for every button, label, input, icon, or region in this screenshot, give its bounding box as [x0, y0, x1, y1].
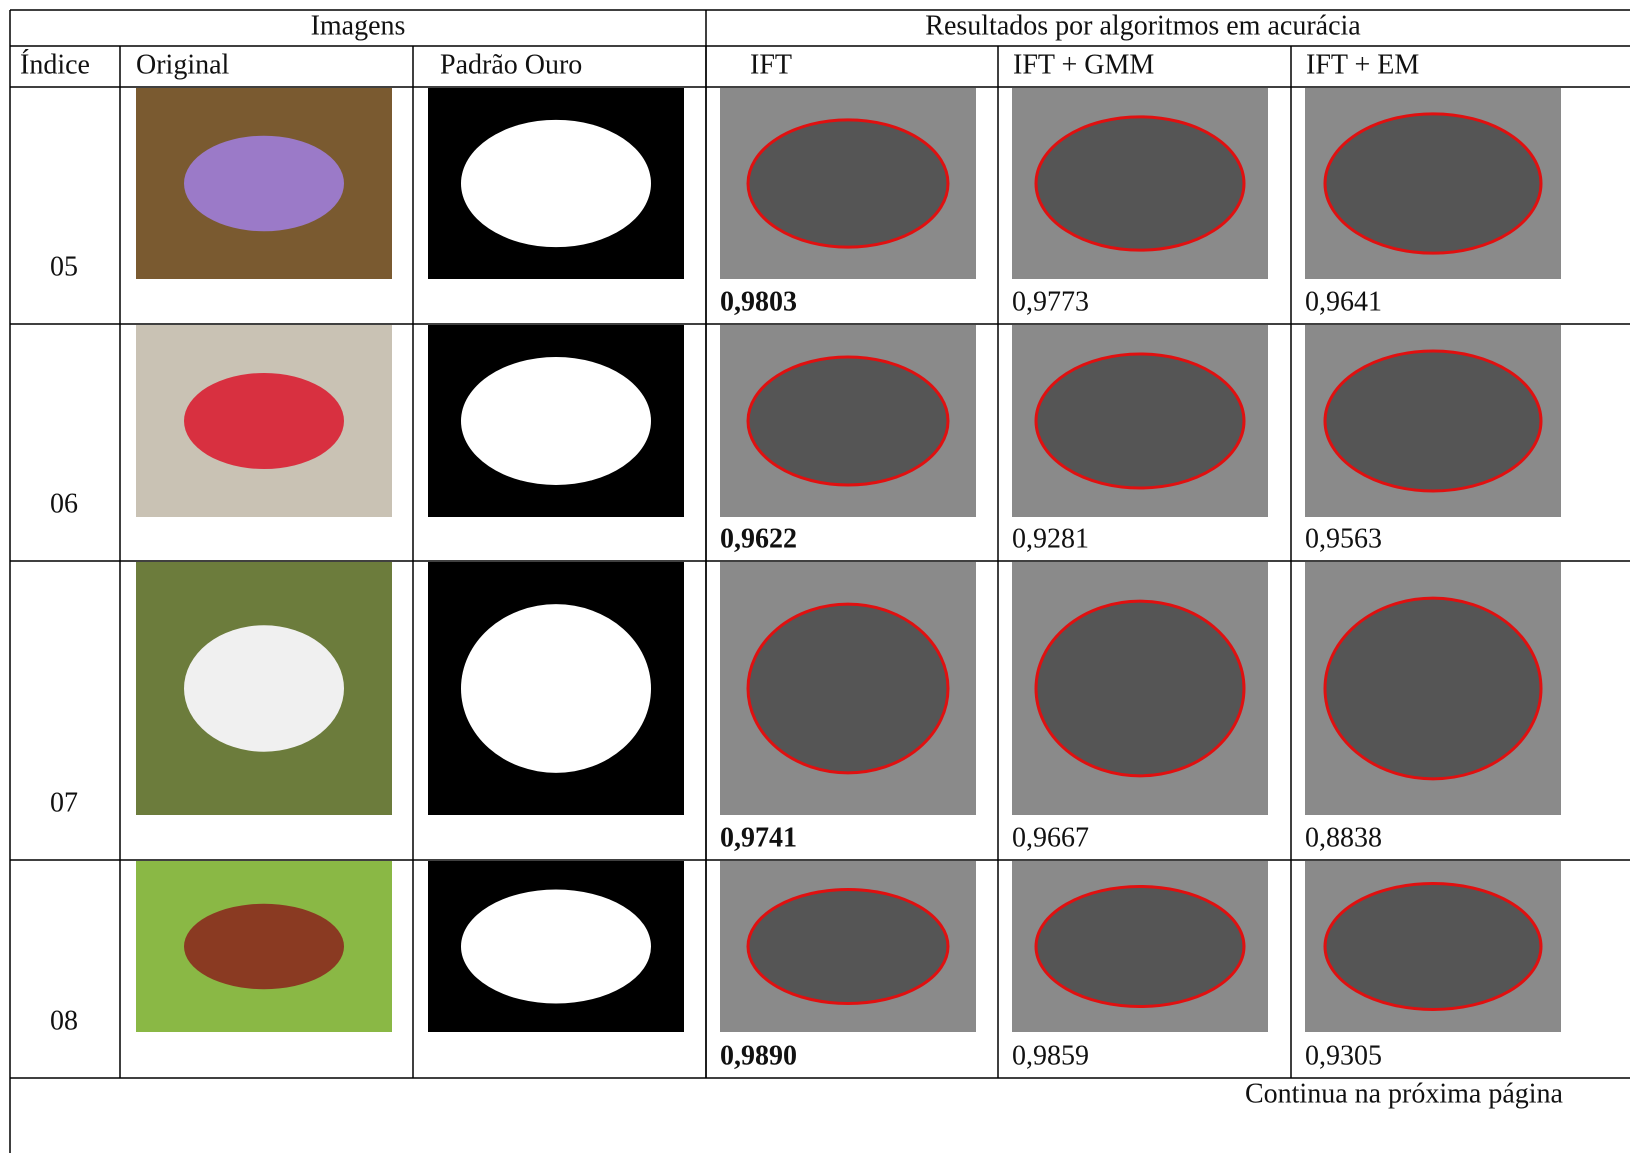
row-index: 07 — [50, 787, 78, 818]
contour — [1323, 112, 1543, 255]
accuracy-score: 0,8838 — [1305, 822, 1382, 853]
mask — [461, 357, 651, 485]
image-subject — [184, 135, 344, 232]
original-image — [136, 88, 392, 279]
row-index: 05 — [50, 251, 78, 282]
mask — [461, 604, 651, 773]
accuracy-score: 0,9281 — [1012, 523, 1089, 554]
contour — [1034, 885, 1246, 1008]
result-image — [1012, 325, 1268, 517]
accuracy-score: 0,9305 — [1305, 1040, 1382, 1071]
result-image — [1305, 861, 1561, 1032]
contour — [746, 355, 950, 487]
column-header: Padrão Ouro — [440, 49, 582, 80]
image-subject — [184, 625, 344, 752]
contour — [1034, 599, 1246, 778]
result-image — [1012, 861, 1268, 1032]
accuracy-score: 0,9859 — [1012, 1040, 1089, 1071]
contour — [1323, 882, 1543, 1011]
original-image — [136, 861, 392, 1032]
result-image — [720, 861, 976, 1032]
row-index: 08 — [50, 1005, 78, 1036]
contour — [1323, 349, 1543, 493]
accuracy-score: 0,9890 — [720, 1040, 797, 1071]
gold-standard-image — [428, 325, 684, 517]
row-index: 06 — [50, 488, 78, 519]
gold-standard-image — [428, 562, 684, 815]
result-image — [720, 88, 976, 279]
accuracy-score: 0,9741 — [720, 822, 797, 853]
contour — [1034, 352, 1246, 490]
column-header: Índice — [20, 49, 90, 80]
mask — [461, 889, 651, 1004]
accuracy-score: 0,9622 — [720, 523, 797, 554]
continuation-note: Continua na próxima página — [1245, 1078, 1564, 1109]
result-image — [1305, 325, 1561, 517]
result-image — [1305, 562, 1561, 815]
contour — [1034, 115, 1246, 252]
column-header: Original — [136, 49, 230, 80]
contour — [746, 602, 950, 775]
accuracy-score: 0,9803 — [720, 286, 797, 317]
gold-standard-image — [428, 861, 684, 1032]
accuracy-score: 0,9641 — [1305, 286, 1382, 317]
column-header: IFT + EM — [1306, 49, 1419, 80]
result-image — [1012, 562, 1268, 815]
original-image — [136, 562, 392, 815]
column-header: IFT + GMM — [1013, 49, 1154, 80]
accuracy-score: 0,9563 — [1305, 523, 1382, 554]
result-image — [720, 325, 976, 517]
column-header: IFT — [750, 49, 792, 80]
contour — [1323, 596, 1543, 781]
result-image — [1305, 88, 1561, 279]
result-image — [720, 562, 976, 815]
image-subject — [184, 373, 344, 469]
contour — [746, 118, 950, 249]
group-header: Imagens — [311, 10, 406, 41]
accuracy-score: 0,9773 — [1012, 286, 1089, 317]
contour — [746, 888, 950, 1005]
group-header: Resultados por algoritmos em acurácia — [925, 10, 1361, 41]
result-image — [1012, 88, 1268, 279]
mask — [461, 119, 651, 248]
accuracy-score: 0,9667 — [1012, 822, 1089, 853]
image-subject — [184, 903, 344, 990]
original-image — [136, 325, 392, 517]
gold-standard-image — [428, 88, 684, 279]
